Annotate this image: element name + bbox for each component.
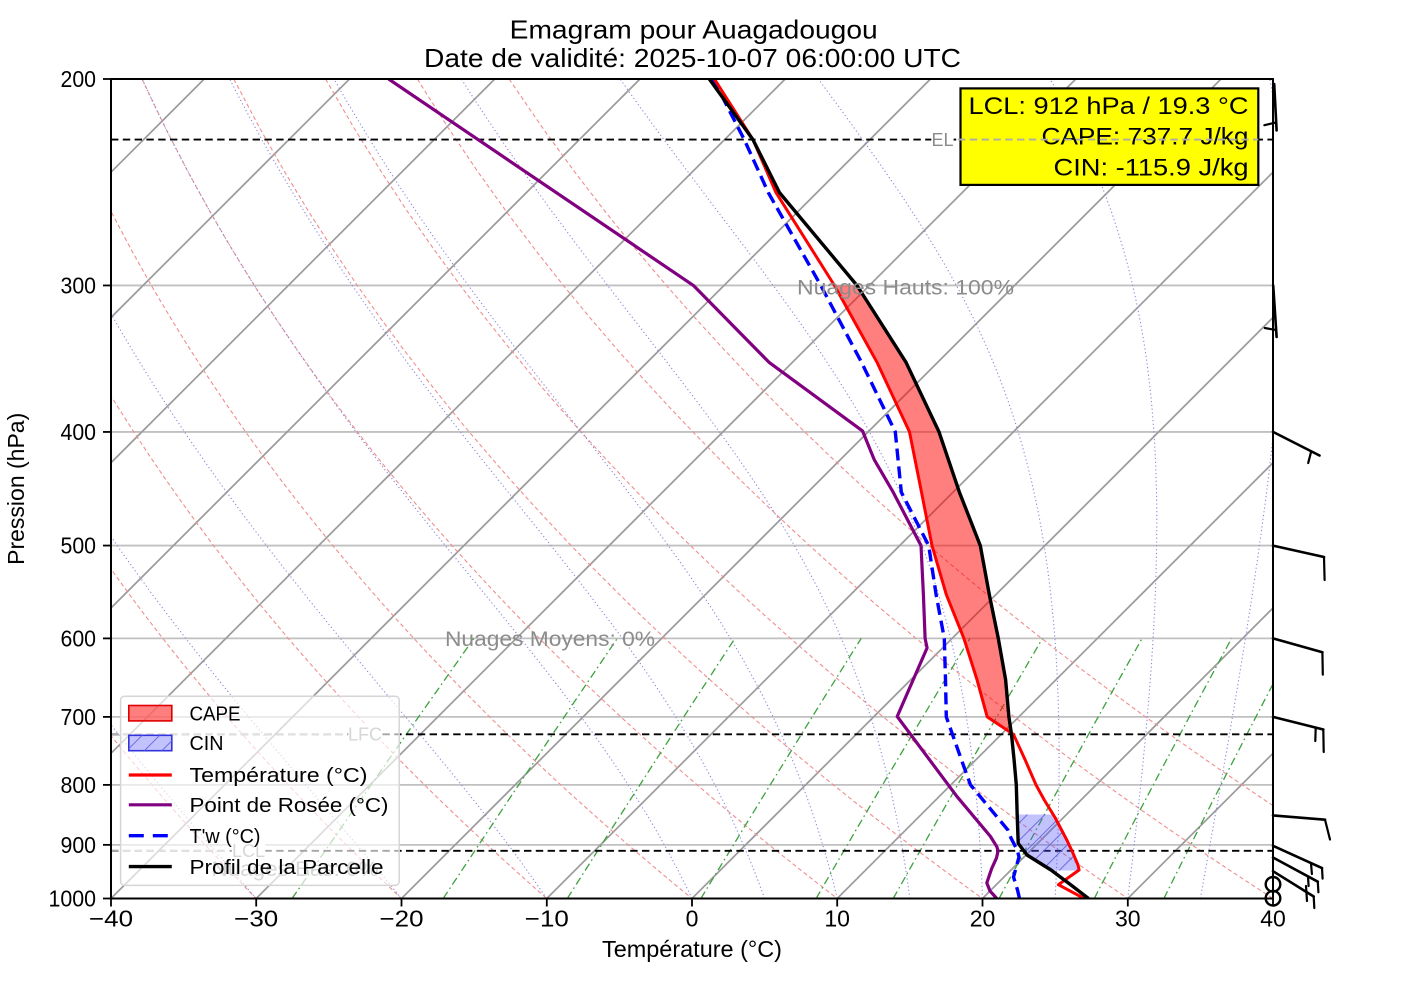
svg-text:−20: −20 [380,906,424,932]
svg-text:800: 800 [61,772,97,798]
svg-text:40: 40 [1260,906,1286,932]
svg-text:Nuages Moyens: 0%: Nuages Moyens: 0% [445,628,655,651]
svg-text:Température (°C): Température (°C) [190,765,368,787]
svg-text:0: 0 [686,906,699,932]
svg-text:900: 900 [61,832,97,858]
svg-text:1000: 1000 [49,886,97,912]
svg-text:CAPE: 737.7 J/kg: CAPE: 737.7 J/kg [1042,124,1249,151]
svg-text:300: 300 [61,273,97,299]
svg-text:400: 400 [61,419,97,445]
svg-text:LCL: 912 hPa / 19.3 °C: LCL: 912 hPa / 19.3 °C [969,93,1249,120]
svg-text:500: 500 [61,533,97,559]
svg-text:CAPE: CAPE [190,703,241,725]
svg-text:Emagram pour Auagadougou: Emagram pour Auagadougou [510,14,878,44]
svg-text:CIN: CIN [190,733,224,755]
svg-text:Profil de la Parcelle: Profil de la Parcelle [190,857,384,879]
svg-text:Nuages Hauts: 100%: Nuages Hauts: 100% [797,277,1014,300]
svg-text:200: 200 [61,66,97,92]
svg-text:EL: EL [931,130,953,150]
svg-text:Température (°C): Température (°C) [602,936,782,962]
svg-text:20: 20 [970,906,996,932]
svg-text:Date de validité: 2025-10-07 0: Date de validité: 2025-10-07 06:00:00 UT… [424,43,961,73]
svg-text:CIN: -115.9 J/kg: CIN: -115.9 J/kg [1054,155,1249,182]
svg-text:700: 700 [61,704,97,730]
svg-text:10: 10 [824,906,850,932]
svg-text:Point de Rosée (°C): Point de Rosée (°C) [190,795,389,817]
svg-text:−10: −10 [525,906,569,932]
svg-text:T'w (°C): T'w (°C) [190,826,261,848]
svg-text:30: 30 [1115,906,1141,932]
svg-text:600: 600 [61,625,97,651]
svg-text:−30: −30 [234,906,278,932]
svg-text:Pression (hPa): Pression (hPa) [3,413,29,565]
